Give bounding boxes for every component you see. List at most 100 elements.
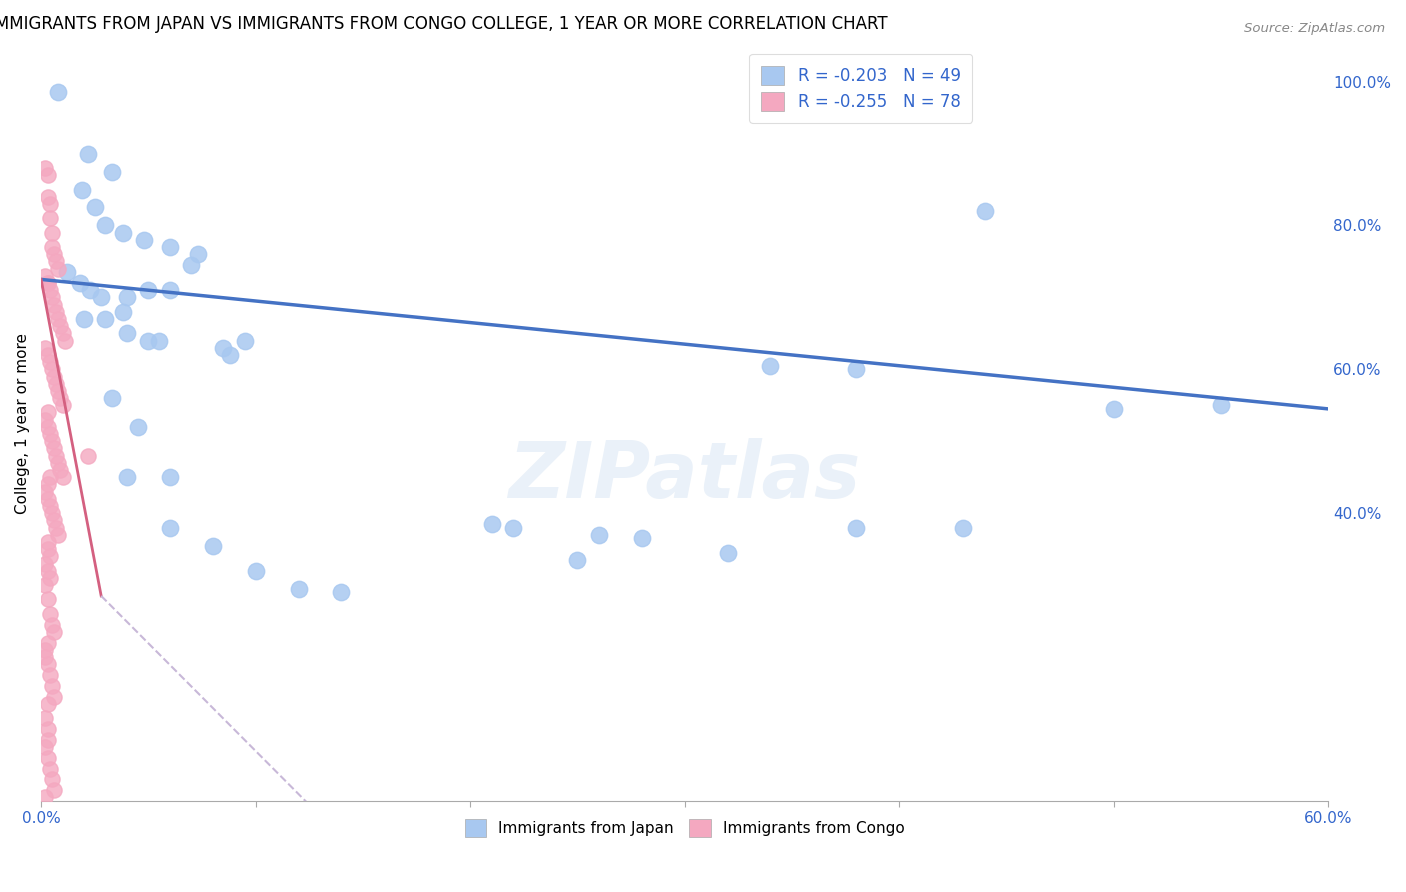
Point [34,650,56,665]
Point [41,679,63,693]
Point [45,254,67,268]
Point [34,643,56,657]
Point [115,290,138,304]
Point [845,520,868,534]
Point [37,657,59,672]
Point [45,520,67,534]
Text: ZIPatlas: ZIPatlas [509,438,860,514]
Point [42,690,65,704]
Point [41,290,63,304]
Point [37,564,59,578]
Point [37,491,59,506]
Point [90,290,112,304]
Point [37,276,59,290]
Point [34,268,56,283]
Point [41,434,63,449]
Point [974,204,997,219]
Point [37,722,59,736]
Point [38,607,60,621]
Point [41,362,63,376]
Point [37,477,59,491]
Point [73,312,96,326]
Point [42,369,65,384]
Point [42,297,65,311]
Point [38,427,60,442]
Point [34,578,56,592]
Point [45,376,67,391]
Point [37,750,59,764]
Point [212,341,235,355]
Point [38,211,60,226]
Point [201,539,224,553]
Y-axis label: College, 1 year or more: College, 1 year or more [15,333,30,514]
Point [101,164,124,178]
Point [37,348,59,362]
Point [51,470,73,484]
Point [37,542,59,557]
Point [38,571,60,585]
Point [218,348,240,362]
Point [42,513,65,527]
Point [77,449,100,463]
Point [1209,398,1232,412]
Point [38,762,60,776]
Point [287,582,309,596]
Point [79,283,101,297]
Point [759,359,782,373]
Point [37,592,59,607]
Point [94,312,117,326]
Point [845,362,868,376]
Point [34,161,56,175]
Point [49,391,72,405]
Point [159,240,181,254]
Point [187,247,209,261]
Point [37,276,59,290]
Point [34,739,56,754]
Point [69,276,91,290]
Point [952,520,974,534]
Point [42,783,65,797]
Point [159,283,181,297]
Point [245,564,267,578]
Point [34,557,56,571]
Point [127,420,149,434]
Point [37,732,59,747]
Point [101,391,124,405]
Point [37,405,59,419]
Point [34,484,56,499]
Point [38,355,60,369]
Point [45,449,67,463]
Point [53,334,76,348]
Point [37,190,59,204]
Point [34,790,56,805]
Point [45,305,67,319]
Point [51,326,73,341]
Point [46,86,69,100]
Point [42,442,65,456]
Point [111,305,134,319]
Point [159,470,181,484]
Point [567,553,589,567]
Point [148,334,170,348]
Point [70,182,93,196]
Point [502,520,524,534]
Point [115,470,138,484]
Point [46,312,69,326]
Point [115,326,138,341]
Point [42,624,65,639]
Point [38,549,60,564]
Legend: Immigrants from Japan, Immigrants from Congo: Immigrants from Japan, Immigrants from C… [456,810,914,847]
Point [38,668,60,682]
Point [159,520,181,534]
Point [111,226,134,240]
Point [37,697,59,711]
Point [41,617,63,632]
Point [51,398,73,412]
Point [481,516,503,531]
Point [34,412,56,426]
Point [34,341,56,355]
Point [41,226,63,240]
Point [49,319,72,334]
Point [37,635,59,649]
Point [38,470,60,484]
